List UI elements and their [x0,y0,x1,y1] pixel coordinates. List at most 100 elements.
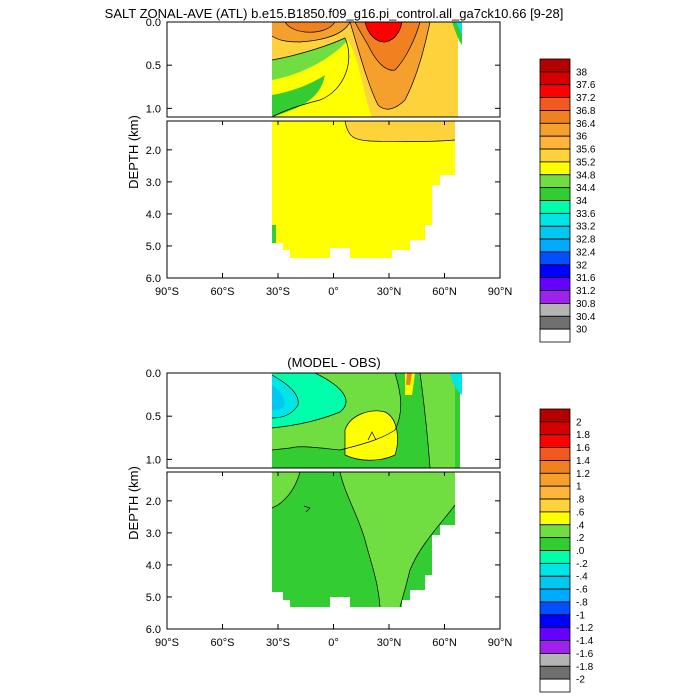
chart-2-ticks: 90°S 60°S 30°S 0° 30°N 60°N 90°N 0.0 0.5 1.0 2.0 3.… [146,368,513,649]
colorbar-swatch [539,447,571,461]
y-tick-label: 6.0 [146,273,161,285]
y-tick-label: 0.5 [146,411,161,423]
colorbar-label: .8 [576,495,585,506]
diff-lower-contour-2 [399,504,456,608]
x-tick-label: 30°N [377,637,402,649]
x-tick-label: 90°N [488,637,513,649]
colorbar-swatch [539,264,571,279]
diff-upper-yellow-core [345,410,398,461]
colorbar-label: 1.8 [576,430,590,441]
x-tick-label: 90°N [488,286,513,298]
salt-upper-cyan-arctic [456,22,462,35]
colorbar-swatch [539,290,571,304]
diff-upper-cyan-arctic [450,373,462,395]
diff-upper-deep-blue-south [272,385,285,410]
y-tick-label: 5.0 [146,592,161,604]
colorbar-swatch [539,601,571,616]
colorbar-swatch [539,550,571,564]
colorbar-swatch [539,97,571,111]
x-tick-label: 90°S [155,637,179,649]
colorbar-label: .2 [576,533,585,544]
chart-1-ylabel: DEPTH (km) [126,115,141,189]
chart-1-field-lower [272,121,456,258]
colorbar-label: 38 [576,67,588,78]
x-tick-label: 30°S [266,637,290,649]
colorbar-label: 36.4 [576,119,596,130]
colorbar-label: 30 [576,325,588,336]
colorbar-swatch [539,460,571,474]
colorbar-label: 37.2 [576,93,596,104]
chart-1-ticks: 90°S 60°S 30°S 0° 30°N 60°N 90°N 0.0 0.5 1.0 2.0 3.… [146,17,513,298]
colorbar-label: -1.4 [576,636,594,647]
colorbar-swatch [539,315,571,330]
diff-upper-cyan-south [272,373,346,428]
x-tick-label: 60°N [432,286,457,298]
colorbar-label: 36.8 [576,106,596,117]
colorbar-label: -1.8 [576,662,594,673]
colorbar-swatch [539,498,571,513]
y-tick-label: 0.5 [146,60,161,72]
salt-upper-contour-2 [271,37,350,117]
colorbar-swatch [539,212,571,227]
diff-upper-contour-5 [419,373,431,468]
chart-1-colorbar: 38 37.6 37.2 36.8 36.4 36 35.635.2 34.8 34.4 34 33… [539,58,596,343]
colorbar-label: 1.4 [576,456,590,467]
x-tick-label: 90°S [155,286,179,298]
colorbar-label: 33.2 [576,222,596,233]
colorbar-label: 31.2 [576,286,596,297]
chart-1-title: SALT ZONAL-AVE (ATL) b.e15.B1850.f09_g16… [105,6,564,21]
colorbar-label: -1.2 [576,623,594,634]
colorbar-swatch [539,408,571,423]
chart-2-upper-frame [166,372,501,469]
colorbar-label: 2 [576,417,582,428]
colorbar-label: -2 [576,675,585,686]
colorbar-swatch [539,421,571,436]
y-tick-label: 5.0 [146,241,161,253]
colorbar-swatch [539,238,571,253]
chart-2-field-lower [271,472,456,608]
colorbar-label: 35.6 [576,145,596,156]
colorbar-label: .4 [576,520,585,531]
colorbar-swatch [539,537,571,551]
colorbar-swatch [539,200,571,214]
x-tick-label: 60°S [211,286,235,298]
salt-upper-darkorange-south [285,22,335,33]
salt-upper-contour-6 [284,22,336,33]
y-tick-label: 0.0 [146,17,161,29]
colorbar-label: 32.8 [576,235,596,246]
colorbar-label: 1 [576,482,582,493]
colorbar-swatch [539,524,571,539]
colorbar-swatch [539,161,571,176]
salt-lower-green-edge [272,225,276,243]
colorbar-label: 34 [576,196,588,207]
colorbar-label: -.8 [576,597,588,608]
diff-lower-lightgreen-north [340,472,455,607]
colorbar-swatch [539,71,571,86]
colorbar-swatch [539,328,571,343]
diff-upper-contour-3 [344,410,398,461]
y-tick-label: 4.0 [146,209,161,221]
diff-lower-contour-4 [303,505,311,513]
colorbar-swatch [539,562,571,577]
colorbar-swatch [539,110,571,124]
y-tick-label: 3.0 [146,177,161,189]
colorbar-label: -.6 [576,585,588,596]
colorbar-label: 35.2 [576,157,596,168]
colorbar-swatch [539,575,571,590]
diff-upper-contour-6 [367,431,377,441]
chart-2-title: (MODEL - OBS) [287,355,380,370]
x-tick-label: 30°N [377,286,402,298]
colorbar-label: 31.6 [576,273,596,284]
diff-lower-contour-3 [271,472,301,509]
colorbar-label: 30.4 [576,312,596,323]
colorbar-swatch [539,434,571,448]
colorbar-swatch [539,511,571,526]
colorbar-label: 37.6 [576,80,596,91]
colorbar-swatch [539,58,571,73]
colorbar-label: 36 [576,132,588,143]
colorbar-label: 34.4 [576,183,596,194]
colorbar-swatch [539,640,571,654]
y-tick-label: 6.0 [146,624,161,636]
colorbar-swatch [539,122,571,137]
